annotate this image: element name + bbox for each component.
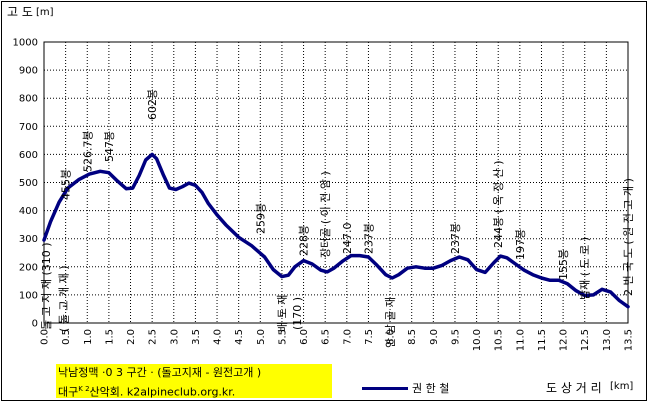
x-tick-label: 3.5: [191, 329, 202, 345]
peak-annotation: 602봉: [146, 89, 159, 120]
y-tick-label: 600: [19, 150, 38, 161]
x-tick-label: 0.5: [61, 329, 72, 345]
peak-annotation: 244봉 ( 옥 정 산 ): [492, 160, 505, 248]
credit-club-sup: K 2: [78, 385, 90, 393]
y-tick-label: 800: [19, 94, 38, 105]
legend-swatch: [362, 386, 408, 390]
peak-annotation: 247.0: [341, 223, 354, 255]
credit-club-name: 대구: [58, 385, 79, 398]
credit-box: 낙남정맥 ·0 3 구간 · (돌고지재 - 원전고개 ) 대구K 2산악회. …: [56, 364, 332, 398]
x-tick-label: 7.5: [364, 329, 375, 345]
peak-annotation: 547봉: [103, 131, 116, 162]
x-tick-label: 11.0: [515, 329, 526, 351]
y-tick-label: 400: [19, 206, 38, 217]
x-tick-label: 2.0: [126, 329, 137, 345]
x-tick-label: 1.0: [83, 329, 94, 345]
x-axis-unit: [km]: [610, 381, 633, 392]
x-tick-label: 5.0: [256, 329, 267, 345]
x-tick-label: 10.0: [472, 329, 483, 351]
peak-annotation: 밤재 ( 도 로 ): [579, 237, 592, 300]
peak-annotation: 237봉: [362, 223, 375, 254]
x-tick-label: 5.5: [277, 329, 288, 345]
peak-annotation: 장터골 ( 이 전 암 ): [319, 171, 332, 258]
peak-annotation: 455봉: [60, 169, 73, 200]
peak-annotation: (170 ): [291, 297, 304, 330]
credit-line-2: 대구K 2산악회. k2alpineclub.org.kr.: [56, 381, 332, 398]
x-tick-label: 9.0: [429, 329, 440, 345]
x-tick-label: 13.0: [602, 329, 613, 351]
y-tick-label: 700: [19, 122, 38, 133]
y-tick-label: 200: [19, 262, 38, 273]
peak-annotation: ( 돌 고 개 재 ): [57, 265, 70, 332]
elevation-series-line: [42, 152, 630, 309]
legend-label: 권 한 철: [412, 382, 450, 395]
y-tick-label: 0: [32, 319, 38, 330]
x-axis-title: 도 상 거 리: [546, 381, 602, 395]
y-axis-title: 고 도: [7, 5, 33, 19]
y-tick-label: 500: [19, 178, 38, 189]
x-tick-label: 10.5: [494, 329, 505, 351]
x-tick-label: 13.5: [624, 329, 635, 351]
x-tick-label: 1.5: [104, 329, 115, 345]
peak-annotation: 배 토 재: [276, 295, 289, 332]
x-tick-label: 9.5: [450, 329, 461, 345]
x-tick-label: 11.5: [537, 329, 548, 351]
peak-annotation: 228봉: [298, 225, 311, 256]
plot-area-border: [43, 41, 629, 324]
x-tick-label: 6.5: [321, 329, 332, 345]
x-tick-label: 2.5: [148, 329, 159, 345]
x-tick-label: 7.0: [342, 329, 353, 345]
peak-annotation: 155봉: [557, 249, 570, 280]
credit-line-1: 낙남정맥 ·0 3 구간 · (돌고지재 - 원전고개 ): [58, 366, 262, 379]
x-tick-label: 8.5: [407, 329, 418, 345]
peak-annotation: 259봉: [254, 203, 267, 234]
y-tick-label: 100: [19, 290, 38, 301]
x-tick-label: 6.0: [299, 329, 310, 345]
y-axis-unit: [m]: [36, 7, 54, 18]
x-tick-label: 0.0: [40, 329, 51, 345]
x-tick-label: 4.5: [234, 329, 245, 345]
y-tick-label: 900: [19, 66, 38, 77]
peak-annotation: 안 남 골 재: [384, 297, 397, 348]
peak-annotation: 197봉: [514, 229, 527, 260]
x-tick-label: 12.0: [559, 329, 570, 351]
credit-club-site: 산악회. k2alpineclub.org.kr.: [89, 385, 236, 398]
peak-annotation: 237봉: [449, 223, 462, 254]
x-tick-label: 4.0: [213, 329, 224, 345]
peak-annotation: 526.7봉: [81, 130, 94, 172]
peak-annotation: 돌 고 지 재 (310 ): [40, 242, 53, 330]
x-tick-label: 3.0: [169, 329, 180, 345]
x-tick-label: 8.0: [386, 329, 397, 345]
y-tick-label: 300: [19, 234, 38, 245]
x-tick-label: 12.5: [580, 329, 591, 351]
peak-annotation: 2 번 국 도 ( 원 전 고 개 ): [622, 178, 635, 296]
legend: 권 한 철: [362, 380, 449, 396]
y-tick-label: 1000: [13, 38, 38, 49]
